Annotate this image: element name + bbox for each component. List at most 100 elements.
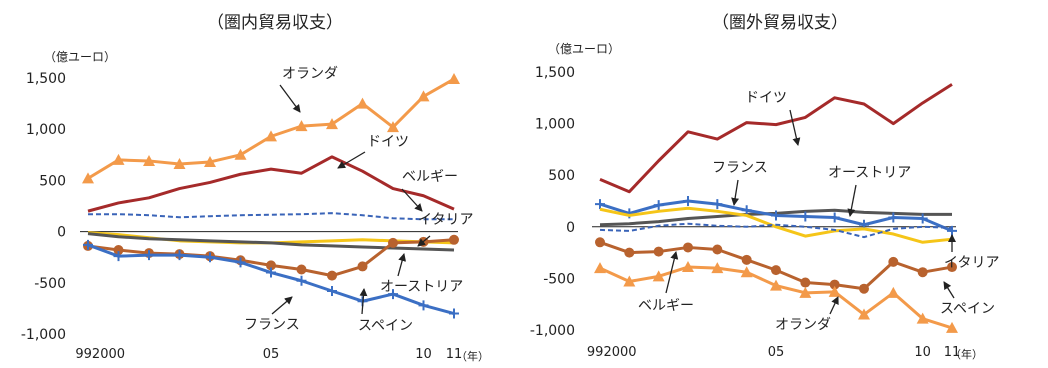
series-2-plus-marker xyxy=(653,200,664,211)
series-0-triangle-marker xyxy=(448,73,460,85)
series-5-group xyxy=(595,237,957,294)
series-6-plus-marker xyxy=(174,250,185,261)
series-label-arrow xyxy=(359,288,368,315)
series-5-circle-marker xyxy=(327,270,337,281)
series-4-line xyxy=(599,222,953,239)
series-2-plus-marker xyxy=(683,196,693,206)
series-6-group xyxy=(594,261,958,333)
series-label-arrow xyxy=(417,235,431,247)
series-0-triangle-marker xyxy=(295,120,308,132)
series-6-plus-marker xyxy=(83,239,93,250)
series-label: スペイン xyxy=(358,318,413,334)
series-label: オーストリア xyxy=(380,279,463,295)
series-0-group xyxy=(599,83,953,194)
series-5-circle-marker xyxy=(917,267,928,278)
series-label: オランダ xyxy=(282,66,338,82)
x-tick-label: 10 xyxy=(415,347,432,362)
series-6-plus-marker xyxy=(113,251,124,262)
series-0-triangle-marker xyxy=(387,121,399,133)
series-2-plus-marker xyxy=(829,212,840,223)
series-label-arrow xyxy=(271,296,293,315)
series-0-triangle-marker xyxy=(82,172,94,184)
series-label: ベルギー xyxy=(638,298,694,314)
series-5-circle-marker xyxy=(771,265,781,276)
y-tick-label: 1,000 xyxy=(26,122,66,138)
series-6-plus-marker xyxy=(296,275,307,286)
y-tick-label: 1,500 xyxy=(535,65,575,81)
series-1-line xyxy=(87,155,455,213)
series-6-triangle-marker xyxy=(682,261,694,273)
series-5-circle-marker xyxy=(595,237,605,248)
x-tick-label: 05 xyxy=(263,347,280,362)
series-label-arrow xyxy=(731,179,740,206)
x-tick-label: 11 xyxy=(446,347,463,362)
series-6-plus-marker xyxy=(418,300,429,311)
series-5-circle-marker xyxy=(800,277,811,288)
series-2-plus-marker xyxy=(800,211,811,222)
series-6-plus-marker xyxy=(266,267,276,278)
series-2-group xyxy=(88,212,454,221)
series-6-triangle-marker xyxy=(623,275,636,287)
series-6-plus-marker xyxy=(144,250,154,261)
series-label-arrow xyxy=(789,109,801,146)
series-6-triangle-marker xyxy=(858,308,870,320)
y-tick-label: -1,000 xyxy=(530,323,575,339)
y-tick-label: -500 xyxy=(34,276,66,292)
y-tick-label: -500 xyxy=(543,271,575,287)
series-5-circle-marker xyxy=(683,242,693,253)
chart-intra-eurozone: （圏内貿易収支） （億ユーロ） 1,500 1,000 500 0 -500 -1,000 99… xyxy=(21,13,489,363)
chart-title: （圏内貿易収支） xyxy=(207,13,343,33)
series-6-triangle-marker xyxy=(887,286,900,298)
y-tick-label: 500 xyxy=(39,173,66,189)
series-label-arrow xyxy=(397,253,407,277)
series-2-plus-marker xyxy=(771,210,781,221)
series-6-plus-marker xyxy=(205,252,215,263)
series-label: オーストリア xyxy=(828,165,911,181)
series-5-circle-marker xyxy=(449,234,459,245)
series-6-triangle-marker xyxy=(828,285,841,297)
series-5-circle-marker xyxy=(296,264,307,275)
series-0-line xyxy=(87,77,455,180)
series-6-triangle-marker xyxy=(946,321,958,333)
unit-label: （億ユーロ） xyxy=(548,42,620,56)
series-5-circle-marker xyxy=(829,279,840,290)
y-tick-label: 500 xyxy=(548,168,575,184)
series-label-arrow xyxy=(847,184,857,217)
series-0-triangle-marker xyxy=(234,148,247,160)
series-5-circle-marker xyxy=(888,256,899,267)
series-0-triangle-marker xyxy=(265,130,277,142)
series-2-plus-marker xyxy=(917,213,928,224)
series-0-group xyxy=(82,73,460,184)
series-label-arrow xyxy=(829,296,839,315)
series-5-circle-marker xyxy=(266,260,276,271)
series-0-triangle-marker xyxy=(326,118,338,130)
y-tick-label: -1,000 xyxy=(21,327,66,343)
series-2-plus-marker xyxy=(741,205,752,216)
series-0-triangle-marker xyxy=(204,155,216,167)
y-tick-label: 1,500 xyxy=(26,71,66,87)
series-2-plus-marker xyxy=(595,199,605,210)
series-2-plus-marker xyxy=(888,212,899,223)
series-label-arrow xyxy=(279,84,301,113)
series-0-triangle-marker xyxy=(112,153,125,165)
x-tick-label: 05 xyxy=(768,345,785,360)
x-axis-label: （年） xyxy=(950,347,983,361)
series-5-circle-marker xyxy=(947,262,957,273)
series-6-triangle-marker xyxy=(916,312,929,324)
series-6-plus-marker xyxy=(449,308,459,319)
series-5-circle-marker xyxy=(712,244,723,255)
series-4-line xyxy=(87,232,455,252)
series-5-circle-marker xyxy=(113,245,124,256)
series-6-triangle-marker xyxy=(594,262,606,274)
y-tick-label: 0 xyxy=(566,220,575,236)
series-3-line xyxy=(599,206,953,244)
series-2-plus-marker xyxy=(712,199,723,210)
series-label: フランス xyxy=(244,317,300,333)
series-0-triangle-marker xyxy=(173,158,186,170)
unit-label: （億ユーロ） xyxy=(44,50,116,64)
series-1-group xyxy=(87,155,455,213)
series-2-line xyxy=(88,212,454,221)
series-label: スペイン xyxy=(940,301,995,317)
x-tick-label: 992000 xyxy=(587,345,637,360)
